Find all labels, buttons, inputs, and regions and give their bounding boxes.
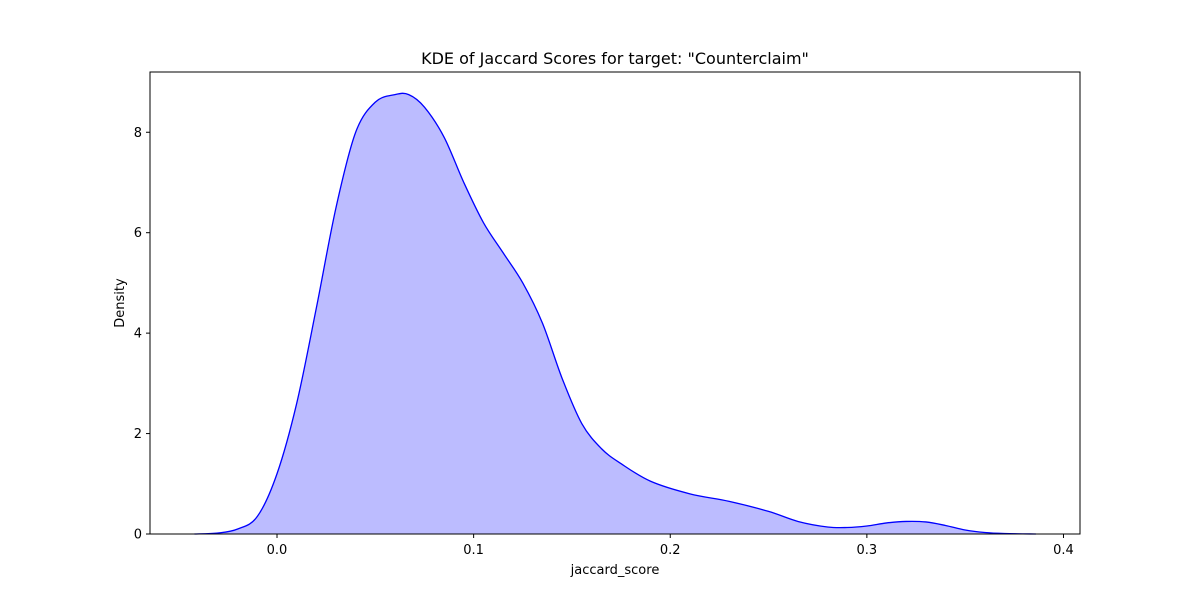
x-axis: 0.0 0.1 0.2 0.3 0.4 <box>267 534 1074 558</box>
chart-title: KDE of Jaccard Scores for target: "Count… <box>421 49 809 68</box>
x-tick-label: 0.2 <box>660 543 681 558</box>
x-tick-label: 0.3 <box>857 543 878 558</box>
kde-line <box>194 92 1036 535</box>
axes-frame <box>149 71 1081 535</box>
x-tick-label: 0.1 <box>463 543 484 558</box>
y-tick-label: 8 <box>134 126 142 141</box>
x-tick-label: 0.4 <box>1053 543 1074 558</box>
y-axis-label: Density <box>113 278 128 328</box>
y-axis: 0 2 4 6 8 <box>134 126 150 543</box>
y-tick-label: 0 <box>134 528 142 543</box>
y-tick-label: 4 <box>134 327 142 342</box>
x-axis-label: jaccard_score <box>570 563 660 578</box>
kde-fill-area <box>194 93 1036 535</box>
x-tick-label: 0.0 <box>267 543 288 558</box>
y-tick-label: 2 <box>134 427 142 442</box>
plot-area <box>194 92 1036 535</box>
y-tick-label: 6 <box>134 226 142 241</box>
